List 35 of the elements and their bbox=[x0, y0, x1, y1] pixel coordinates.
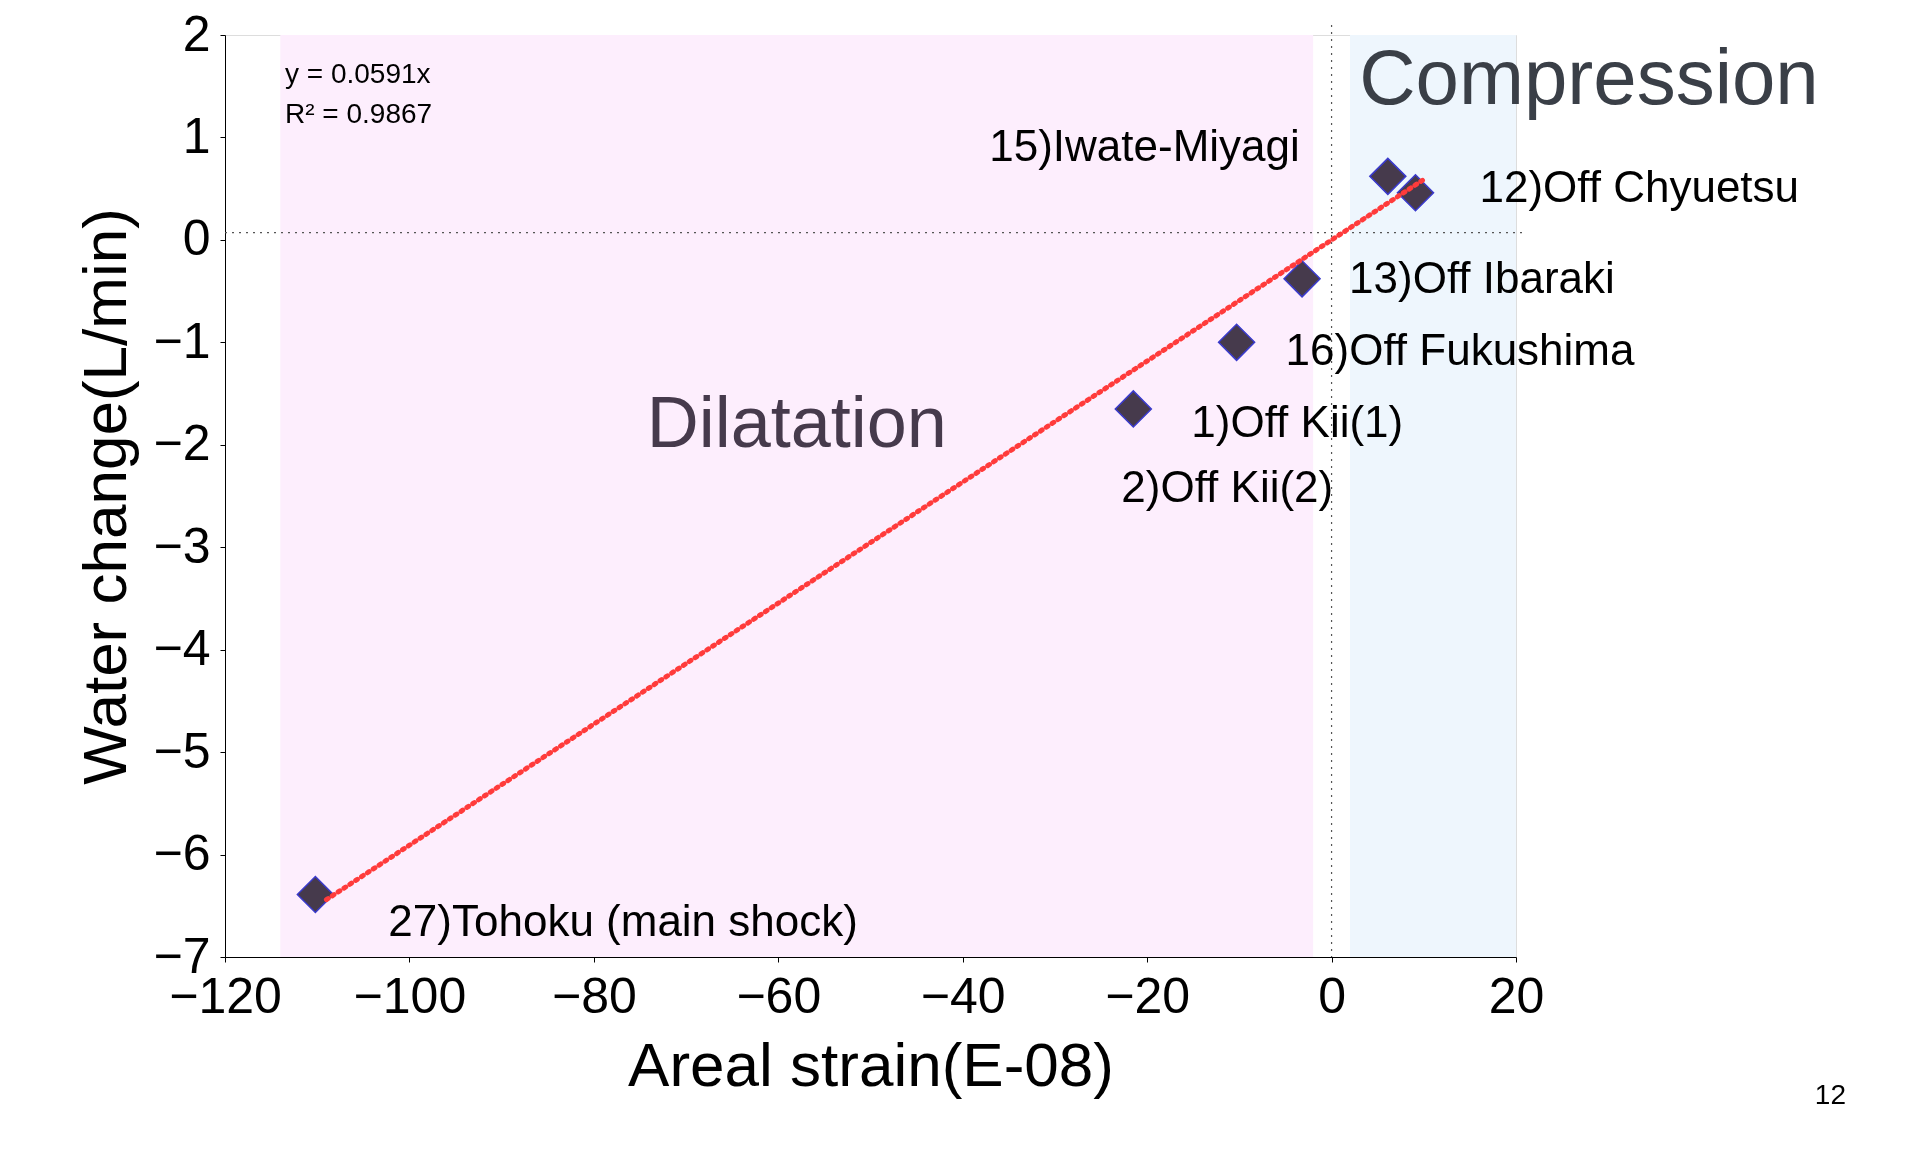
annotation: R² = 0.9867 bbox=[285, 98, 433, 129]
annotation: 1)Off Kii(1) bbox=[1191, 396, 1404, 446]
y-tick-label: 1 bbox=[182, 107, 211, 164]
y-tick-label: 0 bbox=[182, 210, 211, 267]
y-tick-label: −1 bbox=[153, 312, 211, 369]
annotation: 13)Off Ibaraki bbox=[1349, 252, 1615, 302]
x-tick-label: −60 bbox=[736, 967, 822, 1024]
y-tick-label: −3 bbox=[153, 517, 211, 574]
band-label: Dilatation bbox=[646, 382, 947, 462]
x-axis-title: Areal strain(E-08) bbox=[628, 1029, 1114, 1099]
point bbox=[1283, 260, 1321, 298]
annotation: 12)Off Chyuetsu bbox=[1479, 161, 1800, 211]
point bbox=[1114, 390, 1153, 428]
x-tick-label: −80 bbox=[551, 967, 637, 1024]
annotation: 16)Off Fukushima bbox=[1285, 325, 1635, 375]
text: 12 bbox=[1814, 1079, 1846, 1110]
band-label: Compression bbox=[1359, 33, 1819, 121]
y-tick-label: 2 bbox=[182, 5, 211, 62]
y-tick-label: −2 bbox=[153, 415, 211, 472]
annotation: 2)Off Kii(2) bbox=[1121, 461, 1334, 511]
annotation: y = 0.0591x bbox=[285, 58, 431, 89]
point bbox=[296, 875, 335, 914]
x-tick-label: −20 bbox=[1105, 967, 1191, 1024]
x-tick-label: 20 bbox=[1488, 967, 1545, 1024]
x-tick-label: −40 bbox=[920, 967, 1006, 1024]
point bbox=[1369, 157, 1407, 196]
point bbox=[1217, 323, 1256, 362]
annotation: 15)Iwate-Miyagi bbox=[989, 121, 1300, 171]
y-tick-label: −5 bbox=[153, 722, 211, 779]
y-axis-title: Water change(L/min) bbox=[70, 208, 140, 785]
y-tick-label: −6 bbox=[153, 825, 211, 882]
y-tick-label: −4 bbox=[153, 620, 211, 677]
annotation: 27)Tohoku (main shock) bbox=[388, 895, 858, 945]
x-tick-label: 0 bbox=[1318, 967, 1346, 1024]
x-tick-label: −100 bbox=[353, 967, 467, 1024]
